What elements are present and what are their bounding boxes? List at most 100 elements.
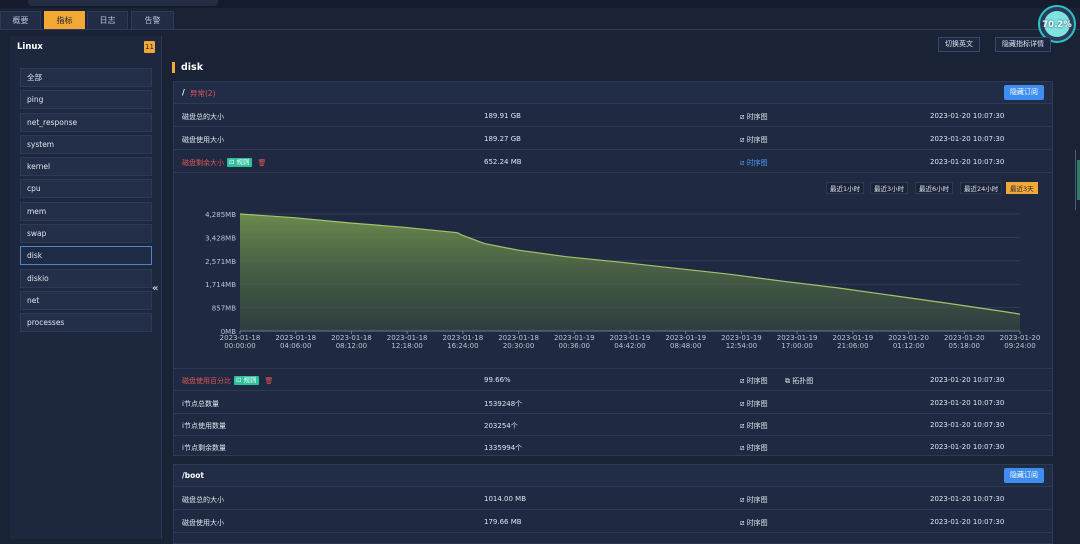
timeseries-link[interactable]: ⧄ 时序图 xyxy=(740,377,768,385)
timeseries-link[interactable]: ⧄ 时序图 xyxy=(740,519,768,527)
delete-icon[interactable]: 🗑 xyxy=(257,159,267,167)
rule-badge[interactable]: ⊡ 规则 xyxy=(234,376,259,385)
y-tick-label: 3,428MB xyxy=(205,234,236,242)
page-scrollbar[interactable] xyxy=(1075,150,1080,210)
range-3d-button[interactable]: 最近3天 xyxy=(1006,182,1038,194)
x-tick-label-date: 2023-01-20 xyxy=(888,334,929,342)
sidebar-item-net-response[interactable]: net_response xyxy=(20,113,152,132)
sidebar-item-diskio[interactable]: diskio xyxy=(20,269,152,288)
x-tick-label-time: 20:30:00 xyxy=(503,342,534,350)
progress-ring[interactable]: 70.2% xyxy=(1038,5,1076,43)
x-tick-label-time: 21:06:00 xyxy=(837,342,868,350)
metric-row: i节点使用数量 203254个 ⧄ 时序图 2023-01-20 10:07:3… xyxy=(174,414,1052,436)
x-tick-label-time: 08:12:00 xyxy=(336,342,367,350)
timeseries-link[interactable]: ⧄ 时序图 xyxy=(740,113,768,121)
timeseries-link[interactable]: ⧄ 时序图 xyxy=(740,444,768,452)
metric-name: i节点总数量 xyxy=(182,400,219,408)
metric-value: 189.27 GB xyxy=(484,135,521,143)
rule-badge[interactable]: ⊡ 规则 xyxy=(227,158,252,167)
sidebar-item-cpu[interactable]: cpu xyxy=(20,179,152,198)
section-title: disk xyxy=(172,62,203,73)
tab-alerts[interactable]: 告警 xyxy=(131,11,174,29)
metric-value: 99.66% xyxy=(484,376,511,384)
x-tick-label-date: 2023-01-18 xyxy=(498,334,539,342)
metric-time: 2023-01-20 10:07:30 xyxy=(930,443,1005,451)
y-tick-label: 857MB xyxy=(212,305,236,313)
series-line xyxy=(239,213,1021,315)
sidebar-item-all[interactable]: 全部 xyxy=(20,68,152,87)
sidebar-item-processes[interactable]: processes xyxy=(20,313,152,332)
x-tick-label-date: 2023-01-20 xyxy=(1000,334,1041,342)
timeseries-link[interactable]: ⧄ 时序图 xyxy=(740,422,768,430)
metric-value: 203254个 xyxy=(484,422,518,430)
chart-icon: ⧄ xyxy=(740,496,747,504)
metric-name: i节点使用数量 xyxy=(182,422,226,430)
metric-time: 2023-01-20 10:07:30 xyxy=(930,158,1005,166)
sidebar-item-disk[interactable]: disk xyxy=(20,246,152,265)
metric-row: i节点总数量 1539248个 ⧄ 时序图 2023-01-20 10:07:3… xyxy=(174,392,1052,414)
y-tick-label: 4,285MB xyxy=(205,211,236,219)
x-tick-label-time: 04:42:00 xyxy=(614,342,645,350)
metric-name: 磁盘总的大小 xyxy=(182,496,224,504)
metric-time: 2023-01-20 10:07:30 xyxy=(930,421,1005,429)
metric-row: 磁盘使用百分比 ⊡ 规则 🗑 99.66% ⧄ 时序图 ⧉ 拓扑图 2023-01-… xyxy=(174,369,1052,391)
sidebar-title: Linux xyxy=(17,42,43,52)
metric-time: 2023-01-20 10:07:30 xyxy=(930,376,1005,384)
rule-icon: ⊡ xyxy=(236,376,244,384)
disk-card-boot: /boot 隐藏订阅 磁盘总的大小 1014.00 MB ⧄ 时序图 2023-… xyxy=(173,464,1053,544)
tab-overview[interactable]: 概要 xyxy=(0,11,41,29)
timeseries-chart: 最近1小时 最近3小时 最近6小时 最近24小时 最近3天 0MB 857MB 1,… xyxy=(174,174,1052,369)
collapse-sidebar-icon[interactable]: « xyxy=(152,283,159,294)
rule-icon: ⊡ xyxy=(229,158,237,166)
switch-language-button[interactable]: 切换英文 xyxy=(938,37,980,52)
scrollbar-thumb[interactable] xyxy=(1077,160,1080,200)
tab-logs[interactable]: 日志 xyxy=(87,11,128,29)
x-tick-label-time: 05:18:00 xyxy=(949,342,980,350)
timeseries-link[interactable]: ⧄ 时序图 xyxy=(740,159,768,167)
sidebar-item-swap[interactable]: swap xyxy=(20,224,152,243)
timeseries-link[interactable]: ⧄ 时序图 xyxy=(740,400,768,408)
chart-icon: ⧄ xyxy=(740,113,747,121)
x-tick-label-date: 2023-01-18 xyxy=(331,334,372,342)
hide-subscription-button[interactable]: 隐藏订阅 xyxy=(1004,85,1044,100)
metric-value: 179.66 MB xyxy=(484,518,522,526)
x-tick-label-date: 2023-01-19 xyxy=(610,334,651,342)
topology-link[interactable]: ⧉ 拓扑图 xyxy=(785,377,814,385)
range-24h-button[interactable]: 最近24小时 xyxy=(960,182,1003,194)
y-tick-label: 1,714MB xyxy=(205,281,236,289)
sidebar-item-net[interactable]: net xyxy=(20,291,152,310)
sidebar-item-ping[interactable]: ping xyxy=(20,90,152,109)
sidebar-item-kernel[interactable]: kernel xyxy=(20,157,152,176)
range-3h-button[interactable]: 最近3小时 xyxy=(870,182,909,194)
timeseries-link[interactable]: ⧄ 时序图 xyxy=(740,136,768,144)
mount-path: / xyxy=(182,88,185,97)
tab-metrics[interactable]: 指标 xyxy=(44,11,85,29)
metric-row: i节点剩余数量 1335994个 ⧄ 时序图 2023-01-20 10:07:… xyxy=(174,436,1052,458)
alert-count[interactable]: 异常(2) xyxy=(190,89,216,98)
x-tick-label-date: 2023-01-19 xyxy=(777,334,818,342)
hide-subscription-button[interactable]: 隐藏订阅 xyxy=(1004,468,1044,483)
chart-icon: ⧄ xyxy=(740,136,747,144)
metric-time: 2023-01-20 10:07:30 xyxy=(930,399,1005,407)
x-tick-label-date: 2023-01-19 xyxy=(554,334,595,342)
hide-detail-button[interactable]: 隐藏指标详情 xyxy=(995,37,1051,52)
top-bar xyxy=(0,0,1080,8)
x-tick-label-time: 12:18:00 xyxy=(391,342,422,350)
range-6h-button[interactable]: 最近6小时 xyxy=(915,182,954,194)
metric-name: 磁盘剩余大小 ⊡ 规则 🗑 xyxy=(182,158,267,167)
timeseries-link[interactable]: ⧄ 时序图 xyxy=(740,496,768,504)
range-1h-button[interactable]: 最近1小时 xyxy=(826,182,865,194)
metric-row: 磁盘使用大小 179.66 MB ⧄ 时序图 2023-01-20 10:07:… xyxy=(174,511,1052,533)
metric-value: 1335994个 xyxy=(484,444,523,452)
metric-name: 磁盘总的大小 xyxy=(182,113,224,121)
delete-icon[interactable]: 🗑 xyxy=(264,377,274,385)
x-tick-label-date: 2023-01-20 xyxy=(944,334,985,342)
x-tick-label-date: 2023-01-19 xyxy=(721,334,762,342)
x-tick-label-date: 2023-01-18 xyxy=(220,334,261,342)
metric-value: 1014.00 MB xyxy=(484,495,527,503)
disk-free-chart: 0MB 857MB 1,714MB 2,571MB 3,428MB 4,285MB 2023… xyxy=(205,211,1041,350)
sidebar-item-mem[interactable]: mem xyxy=(20,202,152,221)
metric-value: 189.91 GB xyxy=(484,112,521,120)
sidebar-item-system[interactable]: system xyxy=(20,135,152,154)
x-tick-label-date: 2023-01-19 xyxy=(833,334,874,342)
